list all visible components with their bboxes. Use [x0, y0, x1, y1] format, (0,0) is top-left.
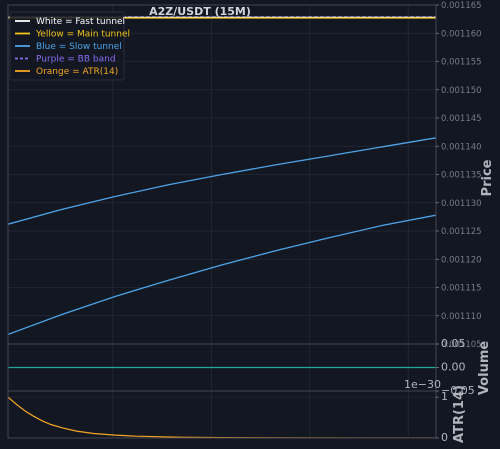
price-tick-label: 0.001150 [441, 86, 482, 96]
series-atr [8, 396, 436, 438]
atr-tick-label: 0 [441, 431, 448, 444]
atr-tick-label: 1 [441, 390, 448, 403]
price-tick-label: 0.001110 [441, 312, 482, 322]
legend-box [9, 11, 125, 81]
chart-title: A2Z/USDT (15M) [149, 5, 251, 18]
legend-label-1: Yellow = Main tunnel [35, 30, 130, 40]
price-tick-label: 0.001125 [441, 227, 482, 237]
series-slow-upper [8, 137, 436, 225]
atr-axis-title: ATR(14) [452, 385, 467, 443]
price-tick-label: 0.001135 [441, 171, 482, 181]
legend-label-4: Orange = ATR(14) [36, 67, 118, 77]
atr-grid [8, 391, 436, 439]
atr-series [8, 396, 436, 438]
price-axis-title: Price [480, 159, 495, 196]
atr-panel-frame [7, 390, 437, 439]
price-tick-label: 0.001130 [441, 199, 482, 209]
price-tick-labels: 0.001105 0.001110 0.001115 0.001120 0.001125… [436, 1, 482, 350]
volume-tick-label: 0.05 [441, 337, 466, 350]
price-tick-label: 0.001140 [441, 142, 482, 152]
volume-tick-label: 0.00 [441, 361, 466, 374]
legend-label-0: White = Fast tunnel [36, 17, 125, 27]
price-tick-label: 0.001165 [441, 1, 482, 11]
price-tick-label: 0.001160 [441, 29, 482, 39]
legend-label-2: Blue = Slow tunnel [36, 42, 122, 52]
series-slow-lower [8, 214, 436, 336]
price-tick-label: 0.001115 [441, 284, 482, 294]
atr-tick-labels: 01 [436, 390, 448, 444]
price-tick-label: 0.001120 [441, 255, 482, 265]
price-tick-label: 0.001105 [441, 340, 482, 350]
legend: White = Fast tunnel Yellow = Main tunnel B… [9, 11, 130, 81]
volume-axis-title: Volume [477, 341, 492, 396]
volume-tick-label: −0.05 [441, 384, 475, 397]
legend-label-3: Purple = BB band [36, 55, 116, 65]
price-tick-label: 0.001145 [441, 114, 482, 124]
price-tick-label: 0.001155 [441, 58, 482, 68]
volume-offset-text: 1e−30 [404, 378, 441, 391]
volume-tick-labels: 0.05 0.00 −0.05 [436, 337, 475, 397]
